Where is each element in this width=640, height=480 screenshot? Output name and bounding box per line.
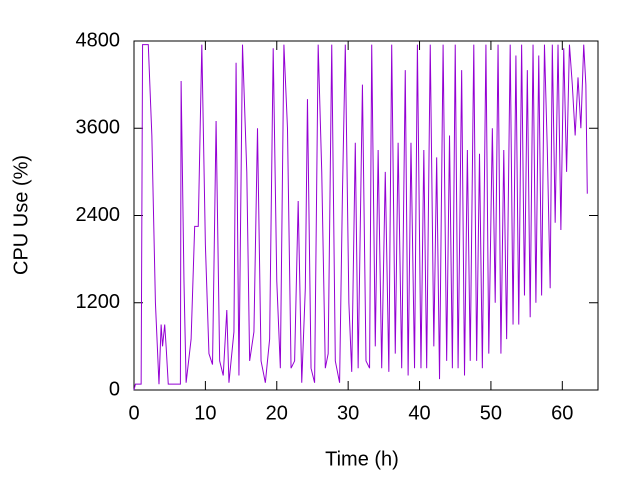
x-tick-label: 60 (551, 402, 573, 424)
x-tick-label: 40 (408, 402, 430, 424)
x-tick-label: 10 (194, 402, 216, 424)
y-axis-label: CPU Use (%) (10, 155, 32, 275)
x-tick-label: 50 (480, 402, 502, 424)
y-tick-label: 2400 (76, 204, 121, 226)
y-tick-label: 4800 (76, 29, 121, 51)
y-tick-label: 3600 (76, 117, 121, 139)
x-tick-label: 30 (337, 402, 359, 424)
y-tick-label: 0 (109, 378, 120, 400)
x-tick-label: 0 (128, 402, 139, 424)
x-axis-label: Time (h) (325, 448, 399, 470)
x-tick-label: 20 (266, 402, 288, 424)
y-tick-label: 1200 (76, 291, 121, 313)
data-line (133, 44, 588, 391)
